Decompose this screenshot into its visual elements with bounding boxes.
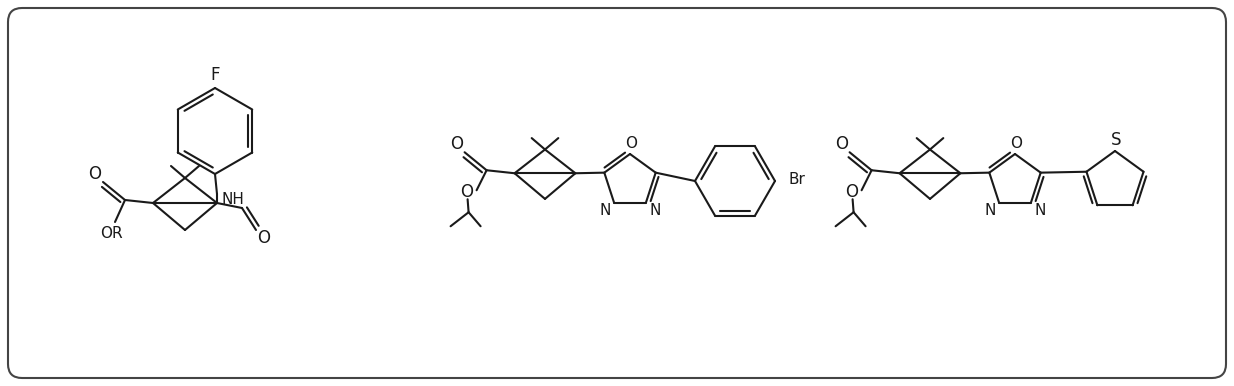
- Text: O: O: [835, 135, 848, 153]
- Text: O: O: [460, 183, 473, 201]
- Text: O: O: [89, 165, 101, 183]
- Text: O: O: [258, 229, 270, 247]
- Text: N: N: [985, 203, 996, 218]
- Text: F: F: [210, 66, 220, 84]
- Text: O: O: [624, 137, 637, 151]
- Text: NH: NH: [222, 193, 244, 208]
- Text: N: N: [649, 203, 660, 218]
- Text: O: O: [1009, 137, 1022, 151]
- Text: N: N: [600, 203, 611, 218]
- Text: S: S: [1111, 131, 1122, 149]
- Text: OR: OR: [100, 227, 122, 242]
- Text: Br: Br: [789, 171, 806, 186]
- Text: O: O: [450, 135, 463, 153]
- Text: O: O: [845, 183, 858, 201]
- Text: N: N: [1034, 203, 1045, 218]
